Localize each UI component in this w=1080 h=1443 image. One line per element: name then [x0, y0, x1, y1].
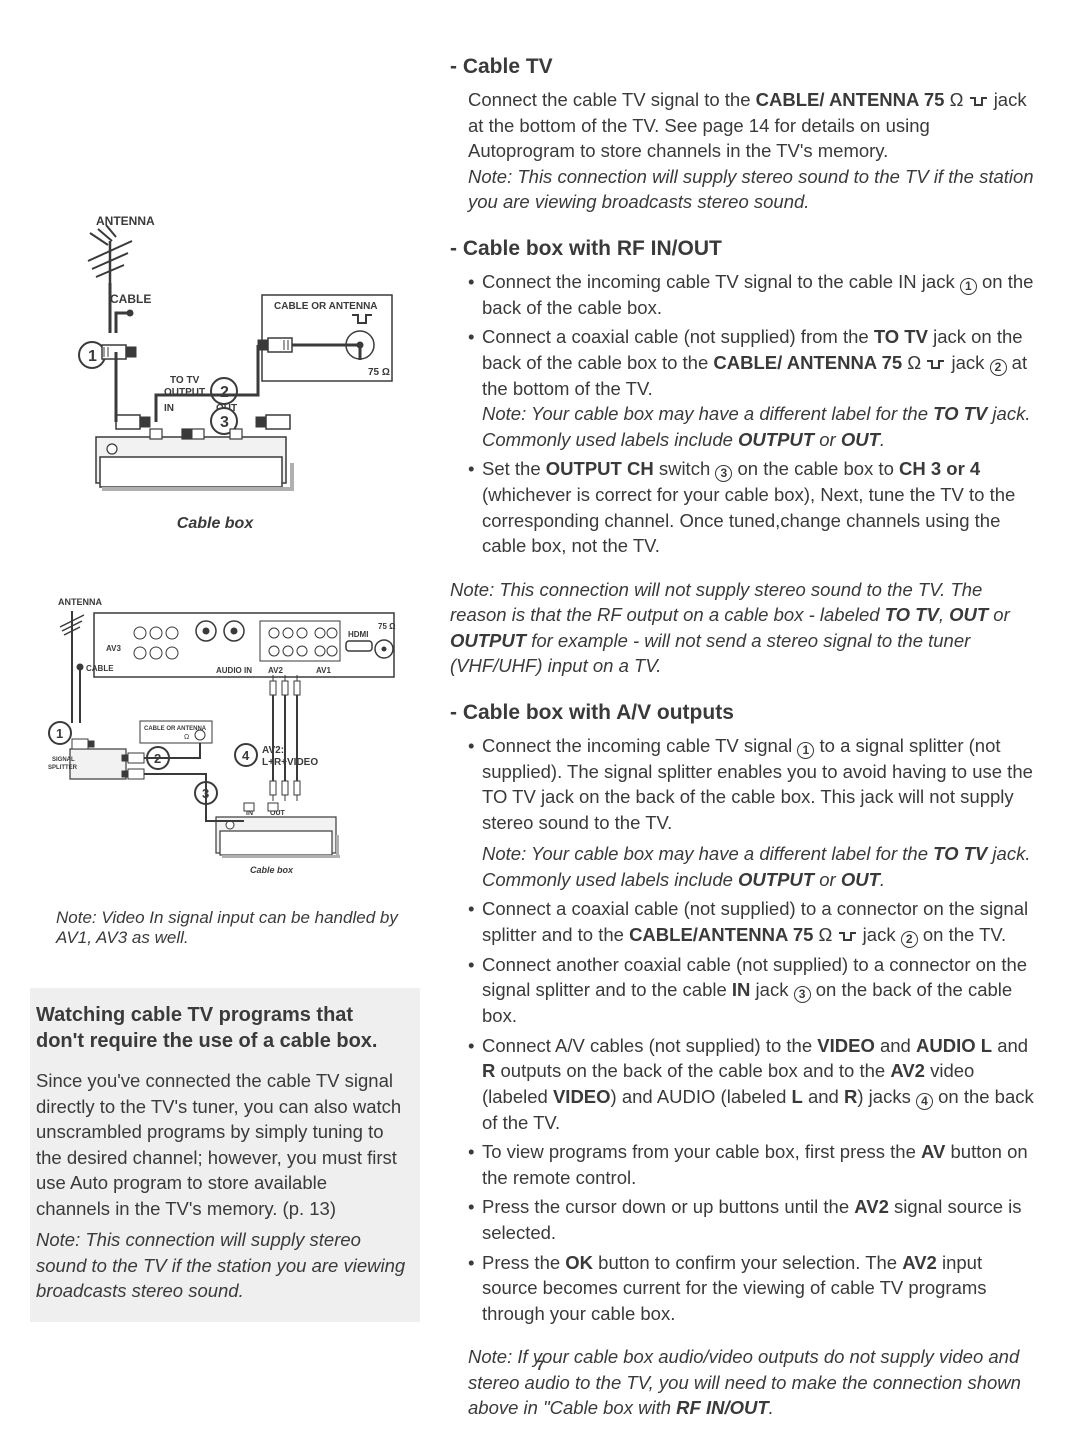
greybox-para: Since you've connected the cable TV sign… — [36, 1068, 406, 1221]
diagram-cable-box-av: ANTENNA AV3 — [30, 593, 400, 883]
list-item: To view programs from your cable box, fi… — [468, 1139, 1040, 1190]
right-column: Cable TV Connect the cable TV signal to … — [450, 55, 1040, 1443]
svg-text:IN: IN — [164, 403, 174, 414]
section-cable-tv: Cable TV Connect the cable TV signal to … — [450, 55, 1040, 215]
svg-text:AV3: AV3 — [106, 644, 122, 653]
svg-text:1: 1 — [56, 726, 63, 741]
diagram2-note: Note: Video In signal input can be handl… — [56, 908, 420, 948]
svg-text:Cable box: Cable box — [250, 865, 294, 875]
list-item: Connect a coaxial cable (not supplied) f… — [468, 324, 1040, 452]
svg-text:SPLITTER: SPLITTER — [48, 765, 78, 771]
final-note: Note: If your cable box audio/video outp… — [450, 1344, 1040, 1421]
greybox-heading: Watching cable TV programs that don't re… — [36, 1002, 406, 1054]
list-item: Connect another coaxial cable (not suppl… — [468, 952, 1040, 1029]
list-item: Press the OK button to confirm your sele… — [468, 1250, 1040, 1327]
svg-text:CABLE: CABLE — [110, 292, 151, 306]
svg-text:2: 2 — [220, 384, 229, 401]
svg-text:AUDIO IN: AUDIO IN — [216, 666, 252, 675]
left-column: ANTENNA CABLE CABLE OR ANTENNA — [30, 55, 420, 1443]
svg-text:CABLE: CABLE — [86, 664, 114, 673]
note: Note: This connection will supply stereo… — [450, 164, 1040, 215]
svg-text:SIGNAL: SIGNAL — [52, 757, 75, 763]
coax-icon — [969, 95, 989, 109]
greybox-note: Note: This connection will supply stereo… — [36, 1227, 406, 1304]
list-item: Connect a coaxial cable (not supplied) t… — [468, 896, 1040, 948]
diagram1-caption: Cable box — [30, 515, 400, 533]
svg-text:75 Ω: 75 Ω — [378, 622, 396, 631]
section-note: Note: This connection will not supply st… — [450, 577, 1040, 679]
list-item: Connect the incoming cable TV signal to … — [468, 269, 1040, 321]
coax-icon — [838, 930, 858, 944]
svg-text:TO TV: TO TV — [170, 375, 200, 386]
coax-icon — [926, 358, 946, 372]
svg-text:ANTENNA: ANTENNA — [58, 597, 102, 607]
list-item: Connect the incoming cable TV signal 1 t… — [468, 733, 1040, 893]
list-item: Set the OUTPUT CH switch 3 on the cable … — [468, 456, 1040, 559]
svg-text:1: 1 — [88, 348, 97, 365]
section-av-outputs: Cable box with A/V outputs Connect the i… — [450, 701, 1040, 1421]
section-title: Cable box with A/V outputs — [450, 701, 1040, 725]
svg-text:3: 3 — [220, 414, 229, 431]
svg-text:Ω: Ω — [184, 734, 189, 741]
svg-text:CABLE OR ANTENNA: CABLE OR ANTENNA — [274, 301, 378, 312]
section-title: Cable TV — [450, 55, 1040, 79]
svg-text:4: 4 — [242, 748, 250, 763]
svg-text:AV1: AV1 — [316, 666, 332, 675]
watching-cable-box: Watching cable TV programs that don't re… — [30, 988, 420, 1322]
svg-text:75 Ω: 75 Ω — [368, 367, 390, 378]
page-layout: ANTENNA CABLE CABLE OR ANTENNA — [30, 55, 1040, 1443]
svg-text:L+R+VIDEO: L+R+VIDEO — [262, 757, 318, 768]
body-text: Connect the cable TV signal to the CABLE… — [450, 87, 1040, 164]
section-rf-inout: Cable box with RF IN/OUT Connect the inc… — [450, 237, 1040, 679]
list-item: Connect A/V cables (not supplied) to the… — [468, 1033, 1040, 1136]
section-title: Cable box with RF IN/OUT — [450, 237, 1040, 261]
svg-text:AV2: AV2 — [268, 666, 284, 675]
diagram-cable-box-rf: ANTENNA CABLE CABLE OR ANTENNA — [30, 205, 400, 533]
page-number: 7 — [536, 1357, 544, 1373]
bullet-list: Connect the incoming cable TV signal 1 t… — [450, 733, 1040, 1326]
svg-text:HDMI: HDMI — [348, 630, 368, 639]
bullet-list: Connect the incoming cable TV signal to … — [450, 269, 1040, 559]
list-item: Press the cursor down or up buttons unti… — [468, 1194, 1040, 1245]
svg-text:ANTENNA: ANTENNA — [96, 214, 155, 228]
